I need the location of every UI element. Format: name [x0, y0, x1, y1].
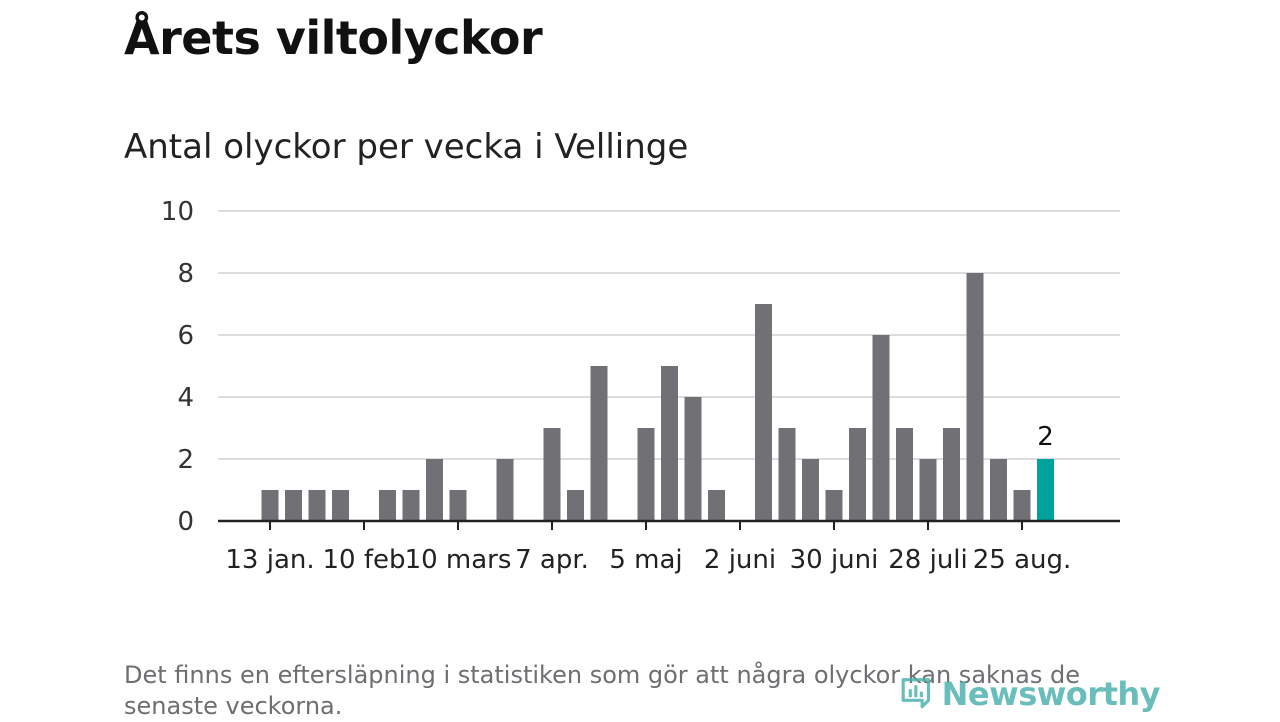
- footnote: Det finns en eftersläpning i statistiken…: [124, 661, 1080, 720]
- bar: [1013, 490, 1031, 521]
- data-label: 2: [1037, 422, 1054, 452]
- bar: [755, 304, 772, 521]
- bar: [402, 490, 420, 521]
- chart-subtitle: Antal olyckor per vecka i Vellinge: [124, 127, 689, 167]
- logo-text: Newsworthy: [941, 675, 1161, 713]
- newsworthy-logo: Newsworthy: [900, 668, 1161, 720]
- bar: [896, 428, 913, 521]
- bar: [332, 490, 349, 521]
- bar: [661, 366, 678, 521]
- bar: [379, 490, 396, 521]
- bar: [825, 490, 843, 521]
- y-tick-label: 8: [177, 259, 194, 289]
- bar-chart-icon: [901, 678, 931, 709]
- bar: [261, 490, 279, 521]
- x-tick-label: 28 juli: [888, 545, 968, 575]
- bar: [708, 490, 725, 521]
- x-axis: [218, 519, 1120, 530]
- bar: [567, 490, 584, 521]
- y-tick-label: 0: [177, 507, 194, 537]
- bar: [285, 490, 302, 521]
- chart-title: Årets viltolyckor: [124, 11, 543, 65]
- bar: [849, 428, 866, 521]
- y-tick-label: 2: [177, 445, 194, 475]
- y-tick-label: 4: [177, 383, 194, 413]
- bar: [919, 459, 937, 521]
- bar-chart: 0 2 4 6 8 10 2 13 jan. 10 feb 10 mars 7 apr. 5 maj 2…: [161, 197, 1120, 575]
- x-tick-label: 10 feb: [322, 545, 405, 575]
- x-tick-label: 5 maj: [609, 545, 682, 575]
- bar: [802, 459, 819, 521]
- bar: [426, 459, 443, 521]
- bar: [872, 335, 890, 521]
- y-tick-label: 6: [177, 321, 194, 351]
- bar: [449, 490, 467, 521]
- highlight-bar: [1037, 459, 1054, 521]
- x-tick-label: 25 aug.: [973, 545, 1072, 575]
- x-tick-label: 10 mars: [405, 545, 512, 575]
- bar: [684, 397, 702, 521]
- bar: [543, 428, 561, 521]
- bar: [637, 428, 655, 521]
- bar: [943, 428, 960, 521]
- bar: [966, 273, 984, 521]
- bar: [308, 490, 326, 521]
- y-tick-label: 10: [161, 197, 194, 227]
- bars: [261, 273, 1054, 521]
- labels: 0 2 4 6 8 10 2 13 jan. 10 feb 10 mars 7 apr. 5 maj 2…: [161, 197, 1071, 575]
- bar: [590, 366, 608, 521]
- x-tick-label: 7 apr.: [515, 545, 589, 575]
- bar: [778, 428, 796, 521]
- x-tick-label: 30 juni: [790, 545, 879, 575]
- x-tick-label: 13 jan.: [225, 545, 314, 575]
- bar: [990, 459, 1007, 521]
- bar: [496, 459, 514, 521]
- x-tick-label: 2 juni: [704, 545, 776, 575]
